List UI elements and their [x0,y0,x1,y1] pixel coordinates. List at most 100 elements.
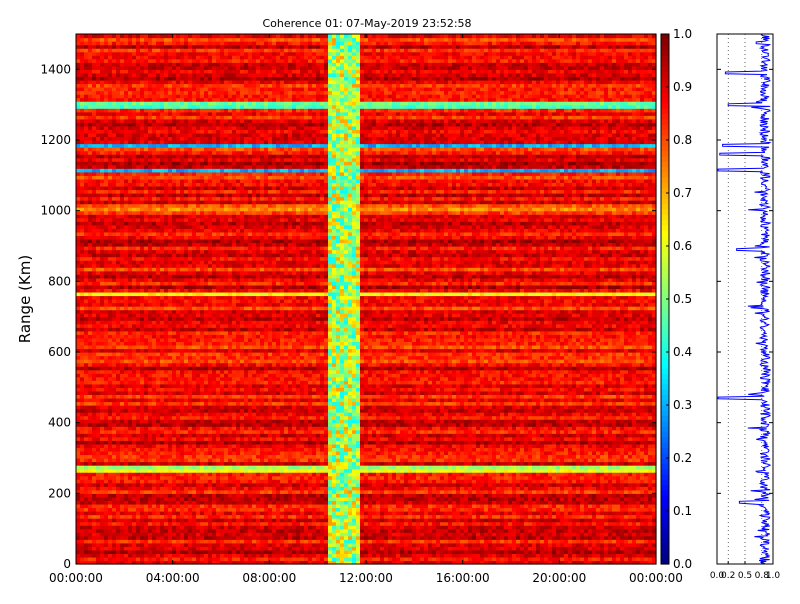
heatmap-cell [416,458,421,463]
heatmap-cell [556,454,561,459]
heatmap-cell [368,532,373,537]
heatmap-cell [340,518,345,523]
heatmap-cell [96,496,101,501]
heatmap-cell [412,539,417,544]
heatmap-cell [316,556,321,562]
heatmap-cell [116,539,121,544]
heatmap-cell [564,468,569,473]
heatmap-cell [440,560,445,565]
heatmap-cell [340,525,345,530]
heatmap-cell [76,496,81,501]
heatmap-cell [540,472,545,477]
heatmap-cell [424,489,429,494]
heatmap-cell [488,493,493,498]
heatmap-cell [584,532,589,537]
heatmap-cell [396,465,401,470]
heatmap-cell [116,450,121,456]
heatmap-cell [644,496,649,501]
heatmap-cell [312,465,317,470]
heatmap-cell [292,539,297,544]
heatmap-cell [472,489,477,494]
heatmap-cell [104,535,109,540]
heatmap-cell [344,450,349,456]
heatmap-cell [104,472,109,477]
heatmap-cell [560,528,565,533]
heatmap-cell [172,542,177,547]
heatmap-cell [88,503,93,509]
heatmap-cell [448,489,453,494]
heatmap-cell [316,514,321,519]
heatmap-cell [472,479,477,484]
heatmap-cell [404,496,409,501]
heatmap-cell [576,528,581,533]
heatmap-cell [460,443,465,448]
heatmap-cell [356,553,361,558]
heatmap-cell [164,539,169,544]
heatmap-cell [472,553,477,558]
heatmap-cell [444,525,449,530]
heatmap-cell [404,465,409,470]
heatmap-cell [264,496,269,501]
heatmap-cell [604,507,609,512]
heatmap-cell [240,443,245,448]
heatmap-cell [408,461,413,466]
heatmap-cell [628,458,633,463]
heatmap-cell [544,489,549,494]
heatmap-cell [560,489,565,494]
heatmap-cell [148,465,153,470]
heatmap-cell [600,479,605,484]
heatmap-cell [384,518,389,523]
heatmap-cell [280,511,285,516]
heatmap-cell [400,472,405,477]
heatmap-cell [268,514,273,519]
heatmap-cell [364,450,369,456]
heatmap-cell [496,553,501,558]
heatmap-cell [300,535,305,540]
heatmap-cell [80,546,85,551]
heatmap-cell [608,472,613,477]
heatmap-cell [500,472,505,477]
heatmap-cell [536,447,541,452]
heatmap-cell [544,546,549,551]
heatmap-cell [356,486,361,491]
heatmap-cell [80,556,85,562]
heatmap-cell [356,503,361,509]
heatmap-cell [436,556,441,562]
heatmap-cell [404,447,409,452]
heatmap-cell [396,447,401,452]
heatmap-cell [440,472,445,477]
heatmap-cell [148,482,153,487]
heatmap-cell [404,482,409,487]
heatmap-cell [324,549,329,554]
heatmap-cell [416,486,421,491]
heatmap-cell [128,542,133,547]
heatmap-cell [488,542,493,547]
heatmap-cell [144,468,149,473]
heatmap-cell [196,560,201,565]
heatmap-cell [444,443,449,448]
heatmap-cell [416,443,421,448]
heatmap-cell [372,475,377,480]
heatmap-cell [192,511,197,516]
heatmap-cell [212,496,217,501]
heatmap-cell [176,500,181,505]
heatmap-cell [580,493,585,498]
heatmap-cell [148,472,153,477]
heatmap-cell [508,528,513,533]
heatmap-cell [556,503,561,509]
heatmap-cell [412,496,417,501]
heatmap-cell [108,454,113,459]
heatmap-cell [532,458,537,463]
heatmap-cell [216,493,221,498]
heatmap-cell [384,472,389,477]
heatmap-cell [360,493,365,498]
heatmap-cell [412,521,417,526]
heatmap-cell [212,454,217,459]
heatmap-cell [152,514,157,519]
heatmap-cell [180,521,185,526]
heatmap-cell [260,535,265,540]
heatmap-cell [180,525,185,530]
heatmap-cell [604,454,609,459]
heatmap-cell [344,549,349,554]
heatmap-cell [444,521,449,526]
